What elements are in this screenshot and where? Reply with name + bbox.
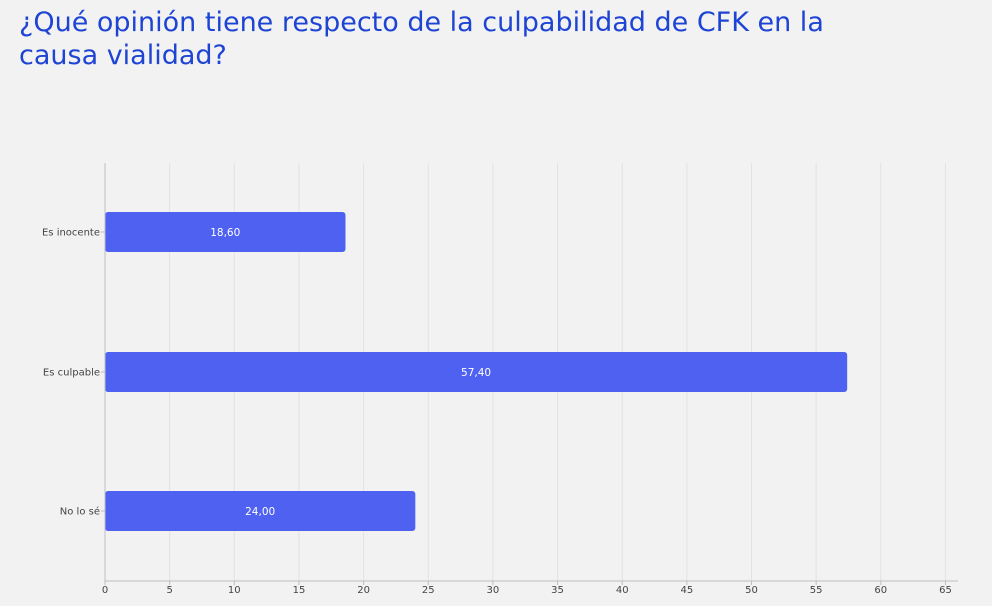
bar bbox=[105, 491, 416, 531]
x-tick-label: 50 bbox=[745, 585, 758, 596]
category-label: Es inocente bbox=[42, 228, 100, 239]
x-tick-label: 20 bbox=[357, 585, 370, 596]
x-tick-label: 10 bbox=[228, 585, 241, 596]
bar-value-label: 57,40 bbox=[461, 367, 491, 379]
x-tick-label: 25 bbox=[422, 585, 435, 596]
x-tick-label: 60 bbox=[874, 585, 887, 596]
x-tick-label: 15 bbox=[293, 585, 306, 596]
x-tick-label: 40 bbox=[616, 585, 629, 596]
bars: 18,60 57,40 24,00 bbox=[105, 212, 848, 531]
chart-title: ¿Qué opinión tiene respecto de la culpab… bbox=[19, 7, 824, 71]
x-tick-label: 5 bbox=[166, 585, 172, 596]
x-tick-label: 45 bbox=[680, 585, 693, 596]
bar-value-label: 18,60 bbox=[210, 227, 240, 239]
axes: 0 5 10 15 20 25 30 35 40 45 50 55 60 65 Es inocente Es … bbox=[42, 163, 958, 596]
x-tick-label: 55 bbox=[810, 585, 823, 596]
bar-value-label: 24,00 bbox=[245, 506, 275, 518]
category-label: Es culpable bbox=[43, 368, 100, 379]
category-label: No lo sé bbox=[60, 506, 100, 518]
x-tick-label: 35 bbox=[551, 585, 564, 596]
bar bbox=[105, 212, 346, 252]
x-tick-label: 30 bbox=[487, 585, 500, 596]
x-tick-label: 65 bbox=[939, 585, 952, 596]
bar bbox=[105, 352, 848, 392]
x-tick-label: 0 bbox=[102, 585, 108, 596]
